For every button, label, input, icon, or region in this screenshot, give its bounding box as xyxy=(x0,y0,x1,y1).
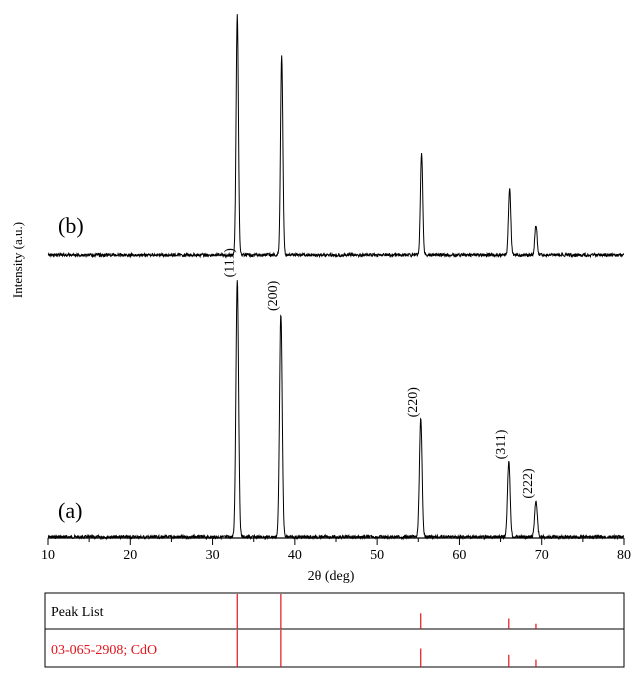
peak-label-layer: (111) (200) (220) (311) (222) xyxy=(222,248,536,499)
series-b-line xyxy=(47,14,625,259)
series-label-layer: (a) (b) xyxy=(58,213,84,523)
series-label-b: (b) xyxy=(58,213,84,238)
series-a-line xyxy=(47,280,625,541)
x-tick-label: 40 xyxy=(288,548,302,563)
x-tick-label: 70 xyxy=(535,548,549,563)
peak-label: (111) xyxy=(222,248,237,278)
peak-label: (220) xyxy=(406,387,421,418)
panel-row1-label: Peak List xyxy=(51,605,104,620)
x-axis-title: 2θ (deg) xyxy=(308,569,355,584)
peak-label: (200) xyxy=(266,280,281,311)
peak-label: (222) xyxy=(521,468,536,499)
series-label-a: (a) xyxy=(58,498,82,523)
peak-label: (311) xyxy=(494,429,509,459)
x-tick-label: 60 xyxy=(452,548,466,563)
x-tick-label: 50 xyxy=(370,548,384,563)
x-tick-label: 20 xyxy=(123,548,137,563)
x-tick-label: 10 xyxy=(41,548,55,563)
peak-list-panel: Peak List 03-065-2908; CdO xyxy=(44,592,625,668)
y-axis-title: Intensity (a.u.) xyxy=(10,222,25,298)
x-tick-label: 30 xyxy=(206,548,220,563)
x-axis: 10 20 30 40 50 60 70 80 xyxy=(41,537,631,563)
x-tick-label: 80 xyxy=(617,548,631,563)
panel-frame xyxy=(44,592,625,668)
panel-row2-label: 03-065-2908; CdO xyxy=(51,643,157,658)
trace-layer xyxy=(47,14,625,541)
